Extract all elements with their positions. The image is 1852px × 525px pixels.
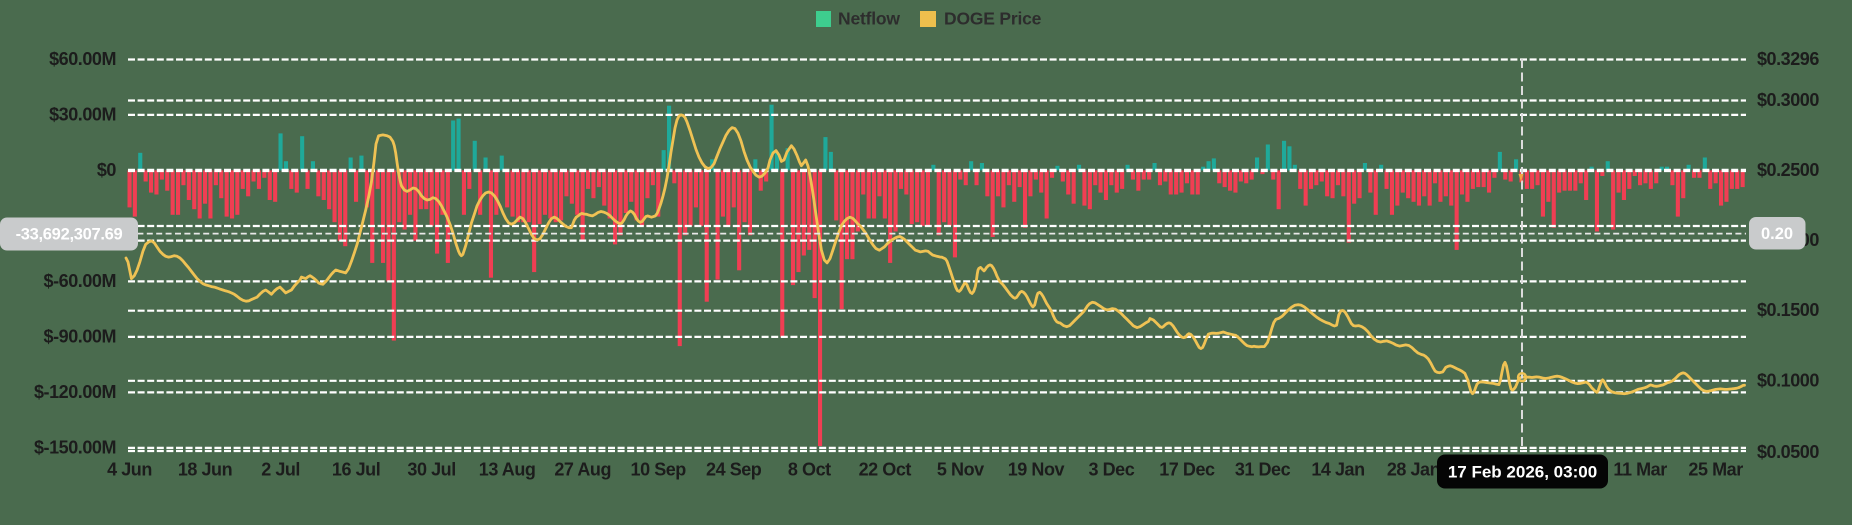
svg-text:17 Feb 2026, 03:00: 17 Feb 2026, 03:00 xyxy=(1448,463,1597,482)
svg-text:DOGE Price: DOGE Price xyxy=(944,9,1042,29)
svg-text:0.20: 0.20 xyxy=(1761,225,1793,243)
svg-text:16 Jul: 16 Jul xyxy=(332,460,380,480)
svg-text:$0.1500: $0.1500 xyxy=(1757,300,1819,320)
svg-text:$-120.00M: $-120.00M xyxy=(34,382,116,402)
svg-text:$0: $0 xyxy=(97,160,117,180)
svg-text:$0.2500: $0.2500 xyxy=(1757,160,1819,180)
svg-text:$0.0500: $0.0500 xyxy=(1757,442,1819,462)
svg-text:$-90.00M: $-90.00M xyxy=(44,326,116,346)
svg-text:19 Nov: 19 Nov xyxy=(1008,460,1065,480)
svg-text:$-60.00M: $-60.00M xyxy=(44,271,116,291)
svg-text:2 Jul: 2 Jul xyxy=(261,460,300,480)
svg-text:13 Aug: 13 Aug xyxy=(479,460,536,480)
svg-text:24 Sep: 24 Sep xyxy=(706,460,762,480)
svg-text:28 Jan: 28 Jan xyxy=(1387,460,1440,480)
svg-text:22 Oct: 22 Oct xyxy=(859,460,912,480)
svg-text:30 Jul: 30 Jul xyxy=(407,460,455,480)
svg-text:17 Dec: 17 Dec xyxy=(1159,460,1215,480)
svg-text:25 Mar: 25 Mar xyxy=(1688,460,1743,480)
svg-text:$0.3000: $0.3000 xyxy=(1757,90,1819,110)
svg-text:Netflow: Netflow xyxy=(838,9,900,29)
svg-text:8 Oct: 8 Oct xyxy=(788,460,831,480)
svg-text:5 Nov: 5 Nov xyxy=(937,460,984,480)
svg-text:14 Jan: 14 Jan xyxy=(1311,460,1364,480)
svg-text:$0.3296: $0.3296 xyxy=(1757,49,1819,69)
svg-text:10 Sep: 10 Sep xyxy=(631,460,687,480)
svg-text:$30.00M: $30.00M xyxy=(49,104,116,124)
svg-text:$0.1000: $0.1000 xyxy=(1757,370,1819,390)
svg-text:27 Aug: 27 Aug xyxy=(554,460,611,480)
svg-text:3 Dec: 3 Dec xyxy=(1089,460,1135,480)
svg-text:18 Jun: 18 Jun xyxy=(178,460,232,480)
svg-text:$60.00M: $60.00M xyxy=(49,49,116,69)
svg-text:4 Jun: 4 Jun xyxy=(107,460,152,480)
svg-text:-33,692,307.69: -33,692,307.69 xyxy=(16,226,123,244)
svg-text:31 Dec: 31 Dec xyxy=(1235,460,1291,480)
svg-text:$-150.00M: $-150.00M xyxy=(34,437,116,457)
svg-text:11 Mar: 11 Mar xyxy=(1613,460,1667,480)
